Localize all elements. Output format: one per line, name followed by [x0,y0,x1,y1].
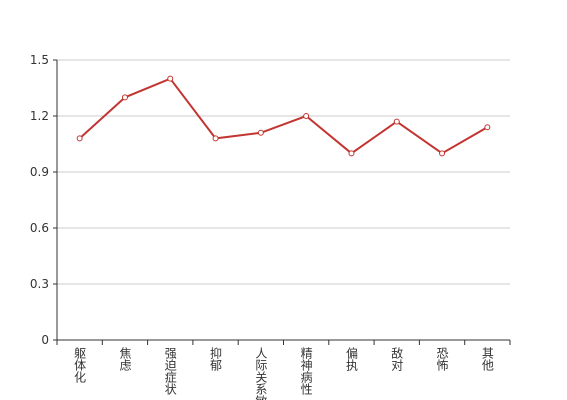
y-tick-label: 1.2 [30,109,49,123]
x-tick-label: 偏执 [344,346,358,372]
x-tick-label: 其他 [480,347,494,371]
x-tick-label: 人际关系敏感 [254,347,268,400]
x-tick-label: 焦虑 [118,347,132,371]
x-tick-label: 恐怖 [435,347,449,371]
y-tick-label: 0.9 [30,165,49,179]
y-tick-label: 0 [41,333,49,347]
point [393,118,400,125]
point [167,75,174,82]
x-tick-label: 精神病性 [299,347,313,396]
point [303,113,310,119]
point [212,135,219,142]
y-tick-label: 1.5 [30,53,49,67]
y-tick-label: 0.6 [30,221,49,235]
y-tick-label: 0.3 [30,277,49,291]
x-tick-label: 躯体化 [73,346,87,384]
point [121,94,128,101]
line [78,77,488,155]
point [76,135,83,142]
x-tick-label: 抑郁 [209,346,223,372]
point [484,124,491,131]
point [348,150,355,157]
x-tick-label: 强迫症状 [163,347,177,395]
point [439,150,446,157]
point [257,129,264,136]
x-tick-label: 敌对 [390,346,404,371]
